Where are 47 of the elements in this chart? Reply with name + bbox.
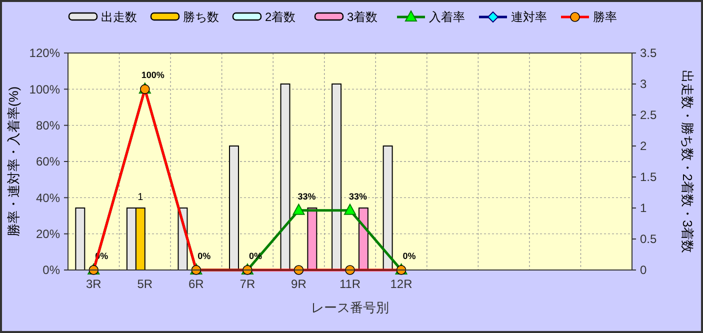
y2-tick-label: 3 (640, 77, 647, 92)
point (344, 204, 356, 215)
data-label: 33% (348, 191, 368, 202)
y2-tick-label: 2 (640, 139, 647, 154)
legend-label: 2着数 (265, 10, 296, 24)
y-tick-label: 60% (36, 154, 60, 169)
y2-tick-label: 3.5 (640, 46, 658, 60)
bar (280, 84, 290, 270)
bar (229, 146, 239, 270)
bar (75, 208, 86, 270)
bar (382, 146, 393, 270)
y-tick-label: 20% (36, 227, 60, 242)
legend-label: 連対率 (511, 10, 547, 24)
y2-tick-label: 1 (640, 201, 647, 216)
point (292, 204, 305, 215)
data-label: 0% (198, 251, 211, 261)
y-tick-label: 100% (29, 82, 60, 96)
y-tick-label: 40% (36, 190, 60, 205)
y-axis-title: 勝率・連対率・入着率(%) (6, 86, 21, 237)
x-axis-title: レース番号別 (311, 300, 389, 315)
x-tick-label: 11R (339, 277, 361, 291)
legend-label: 3着数 (347, 10, 378, 24)
y2-tick-label: 1.5 (640, 170, 658, 184)
x-tick-label: 12R (390, 277, 413, 291)
y2-axis-title: 出走数・勝ち数・2着数・3着数 (680, 70, 695, 254)
y-tick-label: 0% (42, 263, 60, 278)
y2-tick-label: 0.5 (640, 232, 658, 246)
data-label: 0% (402, 251, 416, 261)
legend-label: 勝率 (593, 10, 617, 24)
y2-tick-label: 2.5 (640, 108, 658, 122)
bar (307, 208, 318, 270)
x-tick-label: 9R (291, 277, 307, 291)
data-label: 1 (138, 192, 144, 203)
legend-label: 勝ち数 (183, 10, 219, 24)
data-label: 33% (298, 191, 316, 202)
bar (332, 84, 342, 270)
x-tick-label: 7R (240, 277, 256, 291)
y-tick-label: 120% (29, 46, 60, 60)
x-tick-label: 3R (86, 277, 102, 291)
legend-label: 出走数 (101, 10, 137, 24)
y-tick-label: 80% (36, 118, 60, 133)
x-tick-label: 6R (188, 277, 204, 291)
x-tick-label: 5R (137, 277, 153, 291)
y2-tick-label: 0 (640, 263, 647, 278)
data-label: 100% (141, 70, 164, 80)
legend-label: 入着率 (429, 10, 465, 24)
bar (358, 208, 368, 270)
